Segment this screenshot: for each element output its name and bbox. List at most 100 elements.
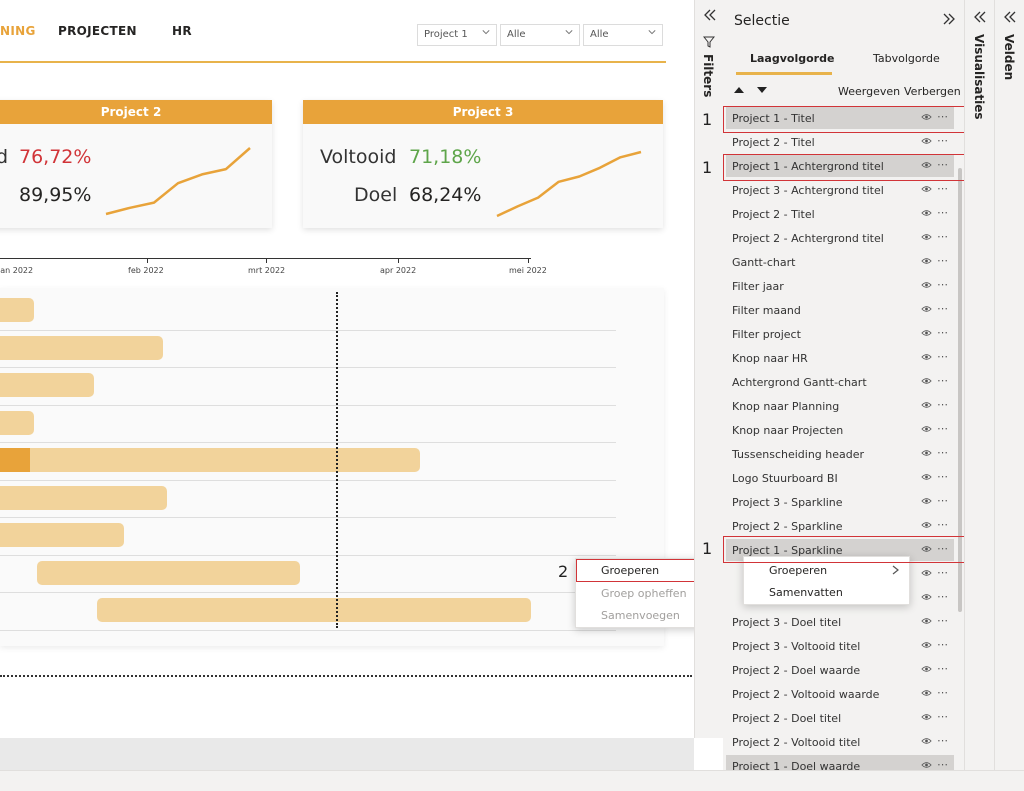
submenu-groeperen[interactable]: Groeperen [601,564,660,577]
gantt-bar[interactable] [0,410,34,435]
more-options-icon[interactable]: ⋯ [937,710,948,723]
visibility-eye-icon[interactable] [921,257,932,265]
layer-list-item[interactable]: Knop naar Planning ⋯ [726,395,954,417]
visibility-eye-icon[interactable] [921,137,932,145]
tab-tabvolgorde[interactable]: Tabvolgorde [873,52,940,65]
gantt-bar[interactable] [0,298,34,322]
layer-list-item[interactable]: Project 2 - Sparkline ⋯ [726,515,954,537]
more-options-icon[interactable]: ⋯ [937,446,948,459]
visibility-eye-icon[interactable] [921,281,932,289]
submenu-groep-opheffen[interactable]: Groep opheffen [601,587,687,600]
visibility-eye-icon[interactable] [921,497,932,505]
show-all-button[interactable]: Weergeven [838,85,901,98]
layer-list-item[interactable]: Achtergrond Gantt-chart ⋯ [726,371,954,393]
visibility-eye-icon[interactable] [921,233,932,241]
layer-list-item[interactable]: Knop naar Projecten ⋯ [726,419,954,441]
layer-list-item[interactable]: Filter jaar ⋯ [726,275,954,297]
nav-projecten-button[interactable]: PROJECTEN [58,24,137,38]
layer-list-item[interactable]: Project 3 - Sparkline ⋯ [726,491,954,513]
more-options-icon[interactable]: ⋯ [937,590,948,603]
layer-list-item[interactable]: Project 2 - Doel waarde ⋯ [726,659,954,681]
layer-list-item[interactable]: Project 2 - Doel titel ⋯ [726,707,954,729]
month-filter-dropdown[interactable]: Alle [583,24,663,46]
visibility-eye-icon[interactable] [921,737,932,745]
visibility-eye-icon[interactable] [921,401,932,409]
gantt-bar[interactable] [0,373,94,397]
more-options-icon[interactable]: ⋯ [937,182,948,195]
gantt-bar[interactable] [97,598,531,622]
visibility-eye-icon[interactable] [921,641,932,649]
visibility-eye-icon[interactable] [921,329,932,337]
layer-list-item[interactable]: Project 3 - Achtergrond titel ⋯ [726,179,954,201]
visibility-eye-icon[interactable] [921,473,932,481]
context-groeperen[interactable]: Groeperen [744,559,909,581]
visibility-eye-icon[interactable] [921,353,932,361]
more-options-icon[interactable]: ⋯ [937,614,948,627]
gantt-bar[interactable] [37,560,300,585]
layer-list-item[interactable]: Project 1 - Titel ⋯ [726,107,954,129]
more-options-icon[interactable]: ⋯ [937,206,948,219]
visibility-eye-icon[interactable] [921,377,932,385]
layer-list-item[interactable]: Project 1 - Sparkline ⋯ [726,539,954,561]
filters-pane-collapsed[interactable]: Filters 1 1 1 [694,0,724,738]
more-options-icon[interactable]: ⋯ [937,422,948,435]
move-up-icon[interactable] [733,86,745,94]
visibility-eye-icon[interactable] [921,113,932,121]
more-options-icon[interactable]: ⋯ [937,398,948,411]
more-options-icon[interactable]: ⋯ [937,686,948,699]
layer-list-item[interactable]: Project 3 - Doel titel ⋯ [726,611,954,633]
gantt-bar[interactable] [0,523,124,547]
layer-list-item[interactable]: Filter maand ⋯ [726,299,954,321]
kpi-card-project-2[interactable]: Project 2 d 76,72% l 89,95% [0,100,272,228]
layer-list-item[interactable]: ⋯ [726,563,954,585]
visibility-eye-icon[interactable] [921,521,932,529]
more-options-icon[interactable]: ⋯ [937,758,948,770]
context-samenvatten[interactable]: Samenvatten [769,586,843,599]
more-options-icon[interactable]: ⋯ [937,494,948,507]
more-options-icon[interactable]: ⋯ [937,542,948,555]
layer-list-item[interactable]: Project 2 - Voltooid waarde ⋯ [726,683,954,705]
more-options-icon[interactable]: ⋯ [937,302,948,315]
visibility-eye-icon[interactable] [921,305,932,313]
project-filter-dropdown[interactable]: Project 1 [417,24,497,46]
layer-list-item[interactable]: Project 1 - Doel waarde ⋯ [726,755,954,770]
more-options-icon[interactable]: ⋯ [937,518,948,531]
nav-planning-button[interactable]: NING [0,24,36,38]
visibility-eye-icon[interactable] [921,593,932,601]
more-options-icon[interactable]: ⋯ [937,278,948,291]
more-options-icon[interactable]: ⋯ [937,230,948,243]
visualisaties-pane-collapsed[interactable]: Visualisaties [964,0,995,770]
expand-double-chevron-icon[interactable] [1003,10,1017,24]
nav-hr-button[interactable]: HR [172,24,192,38]
more-options-icon[interactable]: ⋯ [937,110,948,123]
visibility-eye-icon[interactable] [921,665,932,673]
layer-list-item[interactable]: Project 2 - Titel ⋯ [726,203,954,225]
collapse-double-chevron-icon[interactable] [942,12,956,26]
more-options-icon[interactable]: ⋯ [937,662,948,675]
tab-laagvolgorde[interactable]: Laagvolgorde [750,52,835,65]
gantt-bar[interactable] [0,448,420,472]
kpi-card-project-3[interactable]: Project 3 Voltooid 71,18% Doel 68,24% [303,100,663,228]
velden-pane-collapsed[interactable]: Velden [994,0,1024,770]
visibility-eye-icon[interactable] [921,425,932,433]
visibility-eye-icon[interactable] [921,185,932,193]
gantt-bar[interactable] [0,335,163,360]
visibility-eye-icon[interactable] [921,713,932,721]
layer-list-item[interactable]: Logo Stuurboard BI ⋯ [726,467,954,489]
layer-list-item[interactable]: ⋯ [726,587,954,609]
gantt-bar[interactable] [0,485,167,510]
move-down-icon[interactable] [756,86,768,94]
more-options-icon[interactable]: ⋯ [937,470,948,483]
visibility-eye-icon[interactable] [921,209,932,217]
more-options-icon[interactable]: ⋯ [937,374,948,387]
gantt-chart[interactable] [0,288,664,646]
layer-list-item[interactable]: Project 3 - Voltooid titel ⋯ [726,635,954,657]
layer-list-item[interactable]: Gantt-chart ⋯ [726,251,954,273]
visibility-eye-icon[interactable] [921,761,932,769]
layer-list-item[interactable]: Filter project ⋯ [726,323,954,345]
more-options-icon[interactable]: ⋯ [937,638,948,651]
collapse-double-chevron-icon[interactable] [703,8,717,22]
layer-list-scrollbar[interactable] [958,168,962,612]
visibility-eye-icon[interactable] [921,689,932,697]
layer-list-item[interactable]: Project 2 - Voltooid titel ⋯ [726,731,954,753]
